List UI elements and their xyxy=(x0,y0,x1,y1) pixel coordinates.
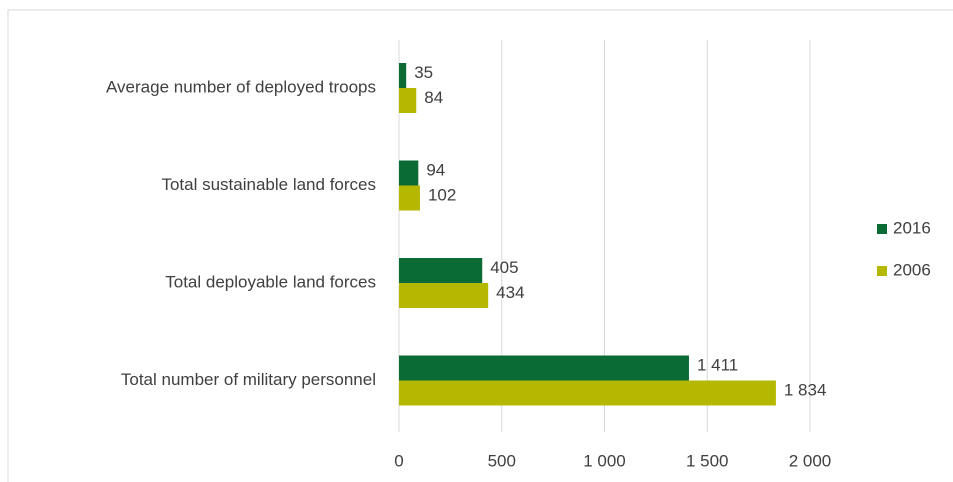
category-label: Total number of military personnel xyxy=(121,370,376,389)
data-label: 434 xyxy=(496,283,524,302)
bar xyxy=(399,258,483,283)
bar xyxy=(399,185,420,211)
data-label: 35 xyxy=(414,63,433,82)
legend-swatch xyxy=(877,266,887,276)
bar xyxy=(399,88,417,113)
bar xyxy=(399,283,489,308)
bar xyxy=(399,355,689,381)
bar xyxy=(399,380,776,406)
x-tick-label: 1 000 xyxy=(583,451,626,470)
x-tick-label: 500 xyxy=(488,451,516,470)
data-label: 84 xyxy=(424,88,443,107)
x-tick-label: 2 000 xyxy=(789,451,832,470)
legend-label: 2016 xyxy=(893,218,931,237)
data-label: 102 xyxy=(428,185,456,204)
x-tick-label: 1 500 xyxy=(686,451,729,470)
bar xyxy=(399,63,407,88)
category-label: Average number of deployed troops xyxy=(106,77,376,96)
legend-swatch xyxy=(877,224,887,234)
category-label: Total deployable land forces xyxy=(165,272,376,291)
data-label: 405 xyxy=(490,258,518,277)
x-tick-label: 0 xyxy=(394,451,403,470)
chart-frame xyxy=(7,9,953,482)
data-label: 1 411 xyxy=(697,355,738,374)
bar xyxy=(399,160,419,186)
data-label: 94 xyxy=(426,160,445,179)
category-label: Total sustainable land forces xyxy=(161,175,376,194)
legend-label: 2006 xyxy=(893,260,931,279)
data-label: 1 834 xyxy=(784,380,827,399)
